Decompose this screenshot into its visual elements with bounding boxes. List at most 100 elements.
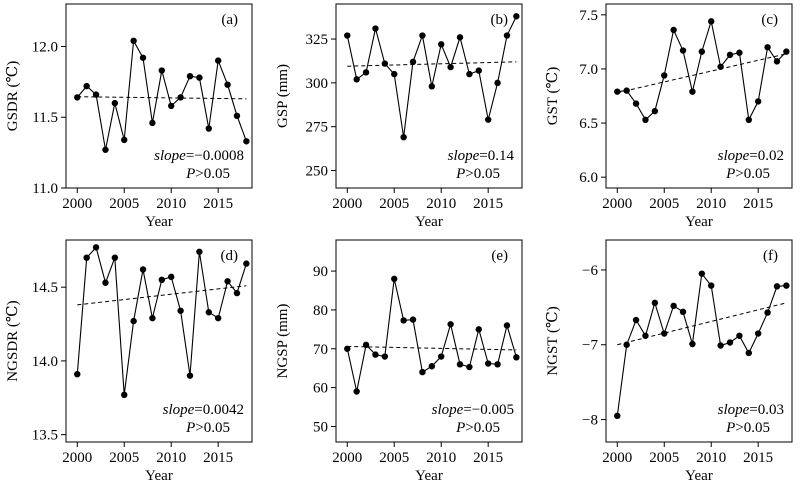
data-point [773, 283, 781, 290]
y-tick-label: −6 [582, 263, 598, 279]
data-point [196, 248, 203, 255]
data-point [409, 316, 417, 323]
y-axis-label: GST (℃) [545, 67, 561, 126]
panel-d: 13.5 14.0 14.5 2000 2005 2010 2015 Year NGSDR (℃… [5, 239, 253, 484]
data-point [353, 76, 360, 83]
data-point [661, 72, 668, 79]
y-tick-label: 300 [306, 76, 329, 92]
y-axis-label: NGSDR (℃) [5, 300, 21, 381]
plot-frame [65, 239, 253, 443]
data-point [344, 32, 351, 39]
slope-annotation: slope=−0.005 [432, 402, 514, 418]
data-point [233, 289, 241, 297]
x-tick-label: 2000 [332, 196, 362, 212]
x-tick-label: 2000 [62, 450, 92, 466]
data-point [717, 342, 724, 349]
x-tick-label: 2015 [743, 450, 773, 466]
x-axis-label: Year [415, 214, 443, 230]
data-point [419, 32, 426, 39]
data-point [745, 116, 752, 124]
x-tick-label: 2005 [379, 450, 409, 466]
data-point [111, 99, 119, 107]
data-point [243, 138, 250, 145]
data-point [121, 391, 128, 399]
data-point [224, 278, 231, 285]
panel-f: −8 −7 −6 2000 2005 2010 2015 Year NGST (℃) (f) slo… [545, 239, 793, 484]
data-point [419, 368, 426, 376]
x-tick-label: 2015 [473, 450, 503, 466]
data-point [651, 299, 659, 307]
data-point [391, 70, 398, 78]
slope-value: =0.02 [749, 148, 784, 164]
data-point [632, 100, 640, 107]
x-tick-label: 2005 [109, 196, 139, 212]
data-point [102, 146, 109, 153]
trend-line [617, 53, 787, 94]
y-tick-label: 7.0 [579, 62, 598, 78]
data-point [353, 388, 360, 395]
data-point [503, 32, 511, 39]
slope-value: =0.03 [749, 402, 784, 418]
plot-frame [335, 3, 523, 189]
x-axis-label: Year [685, 214, 713, 230]
data-point [651, 107, 659, 115]
data-point [698, 48, 706, 55]
data-point [149, 314, 156, 322]
panel-b: 250 275 300 325 2000 2005 2010 2015 Year GSP (mm)… [275, 3, 523, 230]
data-point [614, 412, 621, 420]
y-tick-label: 50 [313, 419, 328, 435]
data-point [233, 112, 241, 120]
panel-label: (b) [491, 12, 509, 28]
x-tick-label: 2015 [743, 196, 773, 212]
data-point [74, 94, 81, 101]
data-point [513, 13, 520, 20]
y-tick-label: 275 [306, 120, 329, 136]
p-annotation: P>0.05 [455, 420, 500, 436]
data-point [205, 125, 212, 132]
data-point [447, 63, 454, 71]
data-point [494, 361, 501, 368]
slope-label: slope [448, 148, 480, 164]
data-point [83, 254, 90, 261]
series-line [616, 272, 787, 416]
panel-label: (d) [221, 248, 239, 264]
data-point [196, 74, 203, 81]
data-point [214, 314, 222, 322]
series-line [617, 21, 787, 122]
data-point [689, 88, 696, 95]
data-point [679, 308, 687, 316]
data-point [139, 54, 147, 61]
data-point [466, 363, 473, 371]
data-point [130, 37, 137, 44]
data-point [428, 363, 436, 370]
data-point [736, 49, 743, 56]
data-point [754, 330, 762, 337]
data-point [92, 244, 100, 251]
x-axis-label: Year [415, 468, 443, 484]
x-tick-label: 2010 [426, 196, 456, 212]
data-point [513, 354, 520, 361]
y-tick-label: 325 [306, 32, 329, 48]
panel-label: (c) [761, 12, 778, 28]
data-point [158, 276, 166, 284]
x-tick-label: 2015 [473, 196, 503, 212]
slope-value: =0.14 [479, 148, 514, 164]
y-tick-label: 60 [313, 381, 328, 397]
y-axis-label: NGSP (mm) [275, 304, 291, 379]
p-value: >0.05 [735, 166, 770, 182]
plot-frame [335, 239, 523, 443]
data-point [177, 307, 184, 314]
data-point [494, 79, 501, 87]
x-axis-label: Year [145, 468, 173, 484]
p-value: >0.05 [195, 420, 230, 436]
data-point [381, 353, 389, 360]
panel-label: (f) [763, 248, 778, 264]
p-annotation: P>0.05 [185, 166, 230, 182]
data-point [773, 58, 781, 65]
panel-c: 6.0 6.5 7.0 7.5 2000 2005 2010 2015 Year GST (℃) (… [545, 3, 793, 230]
p-label: P [185, 420, 195, 436]
data-point [689, 340, 696, 348]
data-point [679, 47, 687, 54]
x-tick-label: 2000 [332, 450, 362, 466]
data-point [670, 26, 677, 34]
